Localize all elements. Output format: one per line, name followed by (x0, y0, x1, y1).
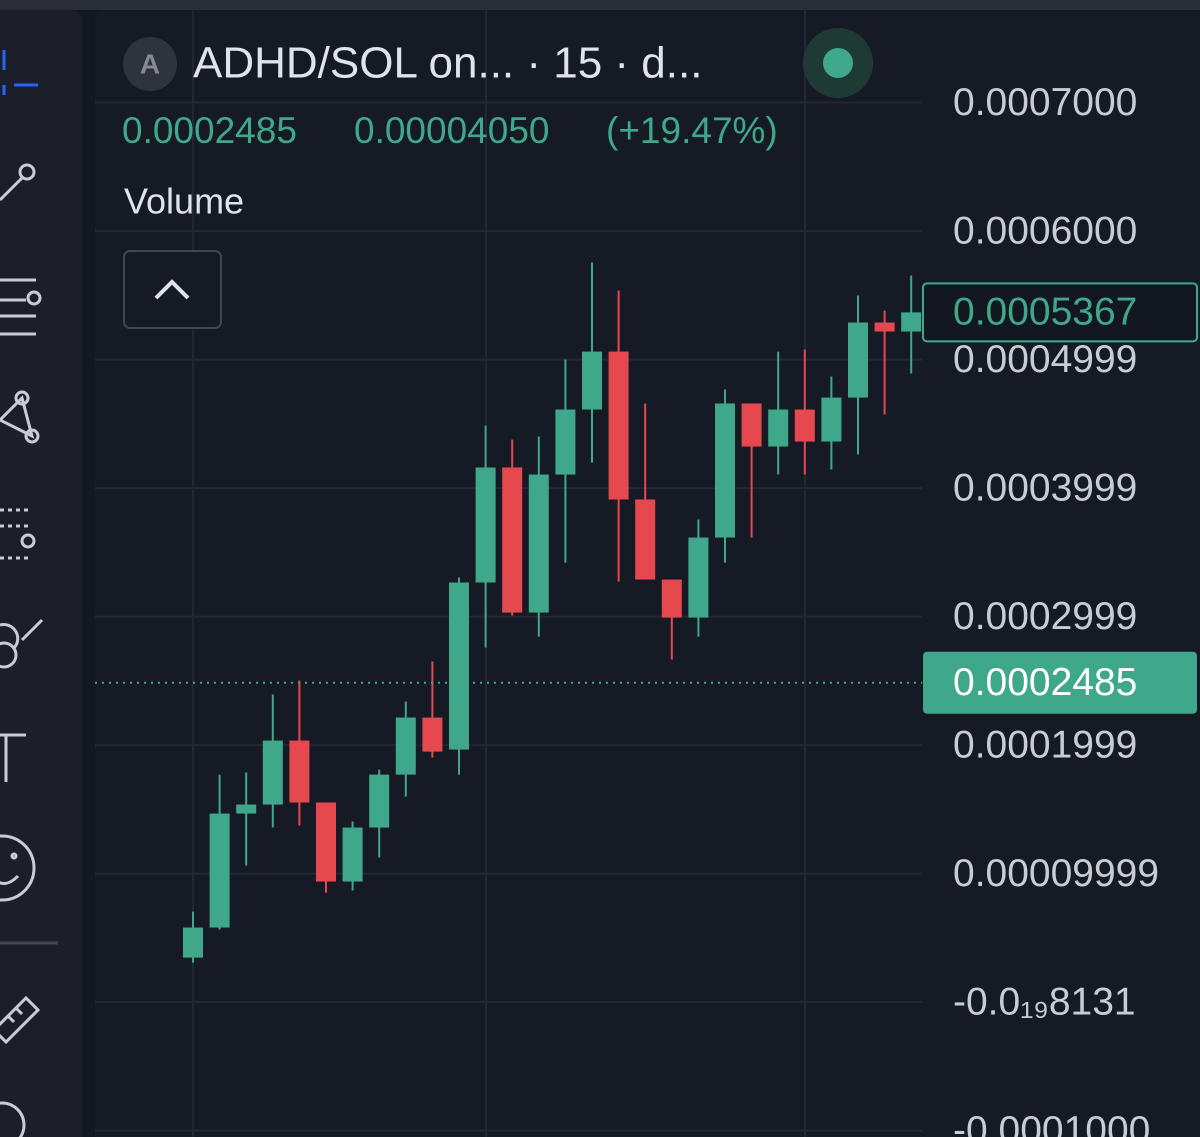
candle-body (369, 774, 390, 828)
candle-body (528, 474, 549, 613)
candle-body (688, 537, 709, 618)
price-change-pct: (+19.47%) (606, 110, 778, 151)
prediction-handle (20, 533, 36, 549)
brush-handle (0, 641, 18, 669)
last-price: 0.0002485 (122, 110, 297, 151)
candle-body (395, 717, 416, 775)
ruler-tool[interactable] (0, 995, 41, 1045)
toolbar-icons (0, 50, 58, 1137)
candle-body (209, 813, 230, 928)
trend-line-tool[interactable] (0, 176, 24, 202)
toolbar (0, 10, 82, 1137)
status-dot (823, 48, 853, 78)
avatar-letter: A (140, 48, 160, 79)
top-border (0, 0, 1200, 10)
y-tick-label: 0.0002999 (953, 595, 1137, 638)
collapse-button[interactable] (123, 250, 222, 329)
candle-body (874, 322, 895, 332)
text-tool[interactable] (0, 733, 26, 782)
candles (95, 262, 922, 963)
candle-body (289, 740, 310, 803)
indicator-label: Volume (124, 181, 244, 222)
pattern-handle (24, 428, 40, 444)
emoji-smile (0, 874, 20, 885)
y-tick-label: 0.0007000 (953, 81, 1137, 124)
y-tick-label: 0.0001999 (953, 723, 1137, 766)
pattern-handle (14, 390, 30, 406)
prediction-tool[interactable] (0, 508, 32, 560)
candle-body (555, 409, 576, 475)
emoji-eye (10, 852, 18, 860)
candle-body (449, 582, 469, 750)
candle-body (608, 351, 629, 500)
candle-body (342, 827, 363, 882)
y-tick-label: -0.0₁₉8131 (953, 980, 1136, 1023)
price-axis: 0.0007000 0.0006000 0.0004999 0.0003999 0.00… (922, 81, 1198, 1137)
candle-body (475, 467, 496, 583)
candle-body (635, 499, 656, 580)
y-tick-label: -0.0001000 (953, 1109, 1150, 1137)
crosshair-tool[interactable] (2, 50, 38, 95)
candle-body (661, 579, 682, 618)
candle-body (422, 717, 443, 752)
emoji-tool[interactable] (0, 834, 36, 902)
candle-body (794, 409, 815, 442)
brush-tool[interactable] (0, 618, 44, 650)
avatar (123, 37, 177, 91)
candle-body (262, 740, 283, 805)
price-change: 0.00004050 (354, 110, 549, 151)
y-tick-label: 0.00009999 (953, 852, 1159, 895)
candle-body (901, 312, 922, 332)
price-label-box (922, 282, 1198, 343)
last-price-label: 0.0002485 (953, 661, 1137, 704)
last-price-box (923, 651, 1197, 714)
symbol-title[interactable]: ADHD/SOL on... · 15 · d... (193, 39, 702, 88)
fib-tool[interactable] (0, 278, 36, 336)
candle-body (821, 397, 842, 442)
y-tick-label: 0.0004999 (953, 338, 1137, 381)
candle-body (183, 927, 203, 958)
candle-body (768, 409, 789, 447)
trend-line-handle (18, 163, 36, 181)
candle-body (236, 804, 257, 814)
candle-body (848, 322, 868, 398)
fib-handle (26, 290, 42, 306)
y-tick-label: 0.0003999 (953, 466, 1137, 509)
candle-body (316, 802, 336, 882)
pattern-tool[interactable] (0, 395, 35, 439)
candle-body (741, 403, 762, 447)
candle-body (502, 467, 523, 613)
price-label: 0.0005367 (953, 291, 1137, 334)
candle-body (715, 403, 735, 538)
y-tick-label: 0.0006000 (953, 209, 1137, 252)
candle-body (582, 351, 602, 410)
chevron-up (154, 279, 190, 300)
zoom-tool[interactable] (0, 1101, 26, 1137)
